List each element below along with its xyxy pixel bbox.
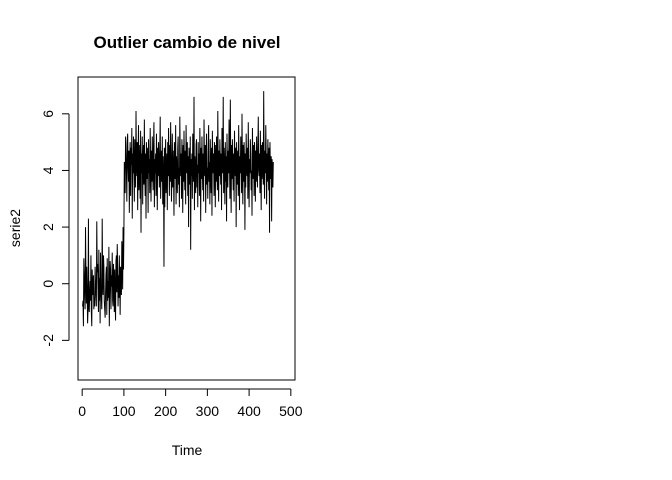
x-axis-label: Time	[172, 442, 203, 458]
x-tick-label: 500	[279, 403, 303, 419]
y-tick-label: -2	[40, 334, 56, 347]
x-tick-label: 100	[112, 403, 136, 419]
x-axis: 0 100 200 300 400 500	[78, 388, 303, 419]
y-axis: -2 0 2 4 6	[40, 110, 70, 347]
y-tick-label: 0	[40, 280, 56, 288]
x-tick-label: 200	[154, 403, 178, 419]
chart-title: Outlier cambio de nivel	[93, 33, 280, 52]
x-tick-label: 0	[78, 403, 86, 419]
plot-frame	[77, 76, 296, 381]
x-tick-label: 400	[237, 403, 261, 419]
y-tick-label: 2	[40, 223, 56, 231]
x-tick-label: 300	[196, 403, 220, 419]
y-axis-label: serie2	[7, 209, 23, 247]
y-tick-label: 4	[40, 166, 56, 174]
series-line-serie2	[82, 91, 274, 327]
y-tick-label: 6	[40, 110, 56, 118]
